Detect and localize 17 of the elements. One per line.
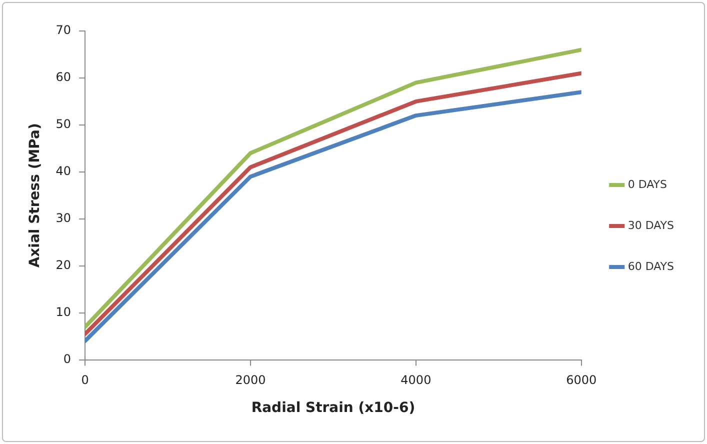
legend-label: 0 DAYS xyxy=(628,178,668,191)
x-tick-label: 6000 xyxy=(566,373,597,388)
x-axis-title: Radial Strain (x10-6) xyxy=(251,400,416,416)
x-tick-label: 4000 xyxy=(400,373,432,388)
x-tick-label: 2000 xyxy=(235,373,266,388)
y-tick-label: 50 xyxy=(56,117,72,132)
y-tick-label: 20 xyxy=(56,258,72,272)
y-tick-label: 40 xyxy=(56,164,72,178)
x-tick-label: 0 xyxy=(81,373,89,388)
y-axis-title: Axial Stress (MPa) xyxy=(27,123,44,268)
y-tick-label: 30 xyxy=(56,211,72,226)
y-tick-label: 60 xyxy=(56,70,72,84)
legend-label: 60 DAYS xyxy=(628,260,674,273)
y-tick-label: 70 xyxy=(56,23,72,38)
y-tick-label: 10 xyxy=(56,304,72,319)
y-tick-label: 0 xyxy=(63,352,72,366)
legend-label: 30 DAYS xyxy=(628,218,674,232)
